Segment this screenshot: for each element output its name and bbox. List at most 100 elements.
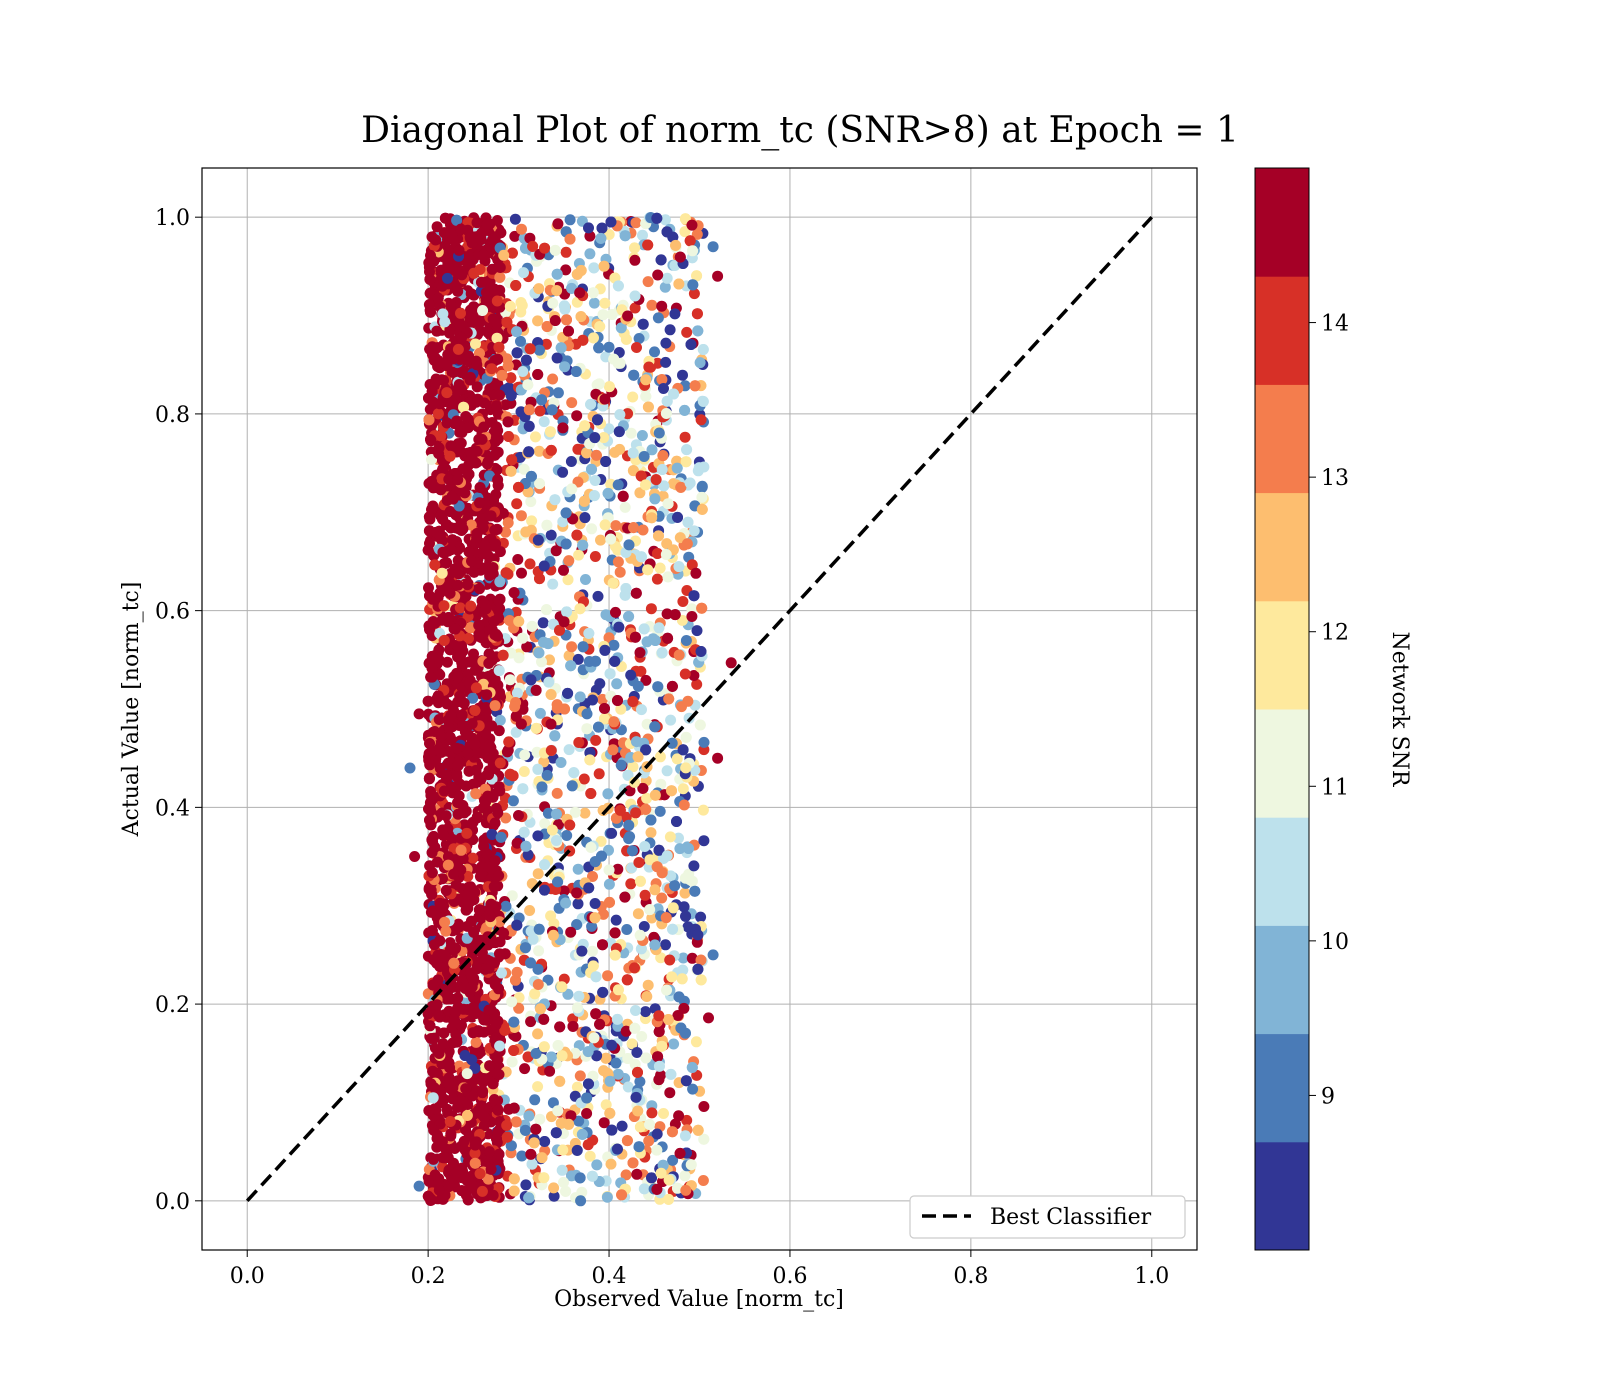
scatter-point — [624, 785, 636, 797]
scatter-point — [494, 389, 505, 401]
scatter-point — [592, 414, 603, 426]
scatter-point — [666, 971, 678, 983]
scatter-point — [532, 369, 544, 380]
scatter-point — [465, 288, 477, 300]
scatter-point — [652, 269, 664, 281]
scatter-point — [435, 430, 447, 442]
scatter-point — [687, 1083, 699, 1095]
scatter-point — [533, 647, 545, 659]
scatter-point — [678, 799, 690, 811]
scatter-point — [556, 1164, 568, 1176]
scatter-point — [558, 564, 569, 576]
scatter-point — [698, 1133, 710, 1145]
scatter-point — [590, 449, 602, 461]
scatter-point — [589, 912, 601, 924]
scatter-point — [505, 390, 517, 402]
scatter-point — [572, 1002, 583, 1014]
scatter-point — [593, 768, 605, 780]
scatter-point — [426, 867, 438, 879]
scatter-point — [500, 526, 511, 538]
scatter-point — [517, 783, 529, 795]
scatter-point — [451, 639, 463, 651]
scatter-point — [633, 333, 645, 344]
scatter-point — [637, 524, 649, 536]
scatter-point — [591, 1050, 603, 1062]
scatter-point — [629, 962, 640, 974]
scatter-point — [656, 892, 668, 904]
scatter-point — [666, 680, 678, 692]
scatter-point — [552, 387, 564, 399]
scatter-point — [671, 753, 683, 765]
scatter-point — [441, 656, 453, 668]
scatter-point — [507, 770, 519, 782]
scatter-point — [558, 1176, 569, 1188]
scatter-point — [444, 506, 456, 517]
scatter-point — [673, 1110, 685, 1122]
scatter-point — [629, 1022, 641, 1034]
scatter-point — [603, 229, 615, 240]
scatter-point — [503, 736, 515, 748]
scatter-point — [548, 1190, 560, 1202]
scatter-point — [428, 1124, 440, 1136]
scatter-point — [518, 826, 530, 838]
scatter-point — [598, 260, 610, 272]
scatter-point — [463, 765, 475, 777]
scatter-point — [536, 394, 548, 406]
scatter-point — [424, 273, 436, 285]
scatter-point — [467, 692, 479, 704]
scatter-point — [541, 604, 552, 616]
scatter-point — [692, 325, 704, 337]
scatter-point — [426, 662, 438, 674]
scatter-point — [695, 414, 707, 426]
scatter-point — [483, 657, 495, 669]
scatter-point — [490, 802, 502, 814]
scatter-point — [612, 695, 623, 706]
scatter-point — [610, 1057, 622, 1069]
scatter-point — [526, 620, 538, 632]
scatter-point — [683, 843, 694, 854]
scatter-point — [665, 1068, 677, 1080]
scatter-point — [523, 1192, 535, 1204]
scatter-point — [423, 582, 434, 594]
scatter-point — [634, 487, 646, 499]
scatter-point — [682, 695, 694, 707]
scatter-point — [603, 341, 615, 353]
scatter-point — [502, 517, 514, 529]
scatter-point — [440, 925, 452, 937]
scatter-point — [670, 239, 682, 251]
scatter-point — [612, 280, 624, 292]
scatter-point — [563, 325, 574, 337]
scatter-point — [653, 1074, 665, 1086]
scatter-point — [646, 299, 658, 311]
scatter-point — [485, 742, 497, 754]
scatter-point — [651, 573, 663, 585]
scatter-point — [560, 1185, 572, 1197]
scatter-point — [440, 952, 452, 964]
scatter-point — [554, 1021, 566, 1033]
scatter-point — [633, 857, 645, 868]
scatter-point — [557, 1144, 569, 1156]
scatter-point — [578, 495, 590, 507]
scatter-point — [654, 562, 666, 574]
scatter-point — [444, 731, 456, 743]
scatter-point — [614, 566, 626, 578]
scatter-point — [628, 776, 640, 788]
scatter-point — [649, 884, 661, 896]
scatter-point — [480, 603, 492, 615]
scatter-point — [661, 765, 673, 777]
scatter-point — [519, 1063, 531, 1075]
scatter-point — [586, 523, 598, 535]
scatter-point — [466, 237, 478, 249]
scatter-point — [528, 1137, 540, 1149]
scatter-point — [438, 1027, 450, 1039]
scatter-point — [667, 902, 679, 914]
scatter-point — [660, 408, 672, 419]
scatter-point — [640, 1052, 652, 1064]
scatter-point — [577, 641, 589, 653]
scatter-point — [574, 603, 586, 615]
scatter-point — [555, 342, 567, 354]
scatter-point — [496, 369, 508, 381]
scatter-point — [630, 217, 642, 229]
scatter-point — [552, 1105, 564, 1117]
scatter-point — [584, 1150, 596, 1162]
